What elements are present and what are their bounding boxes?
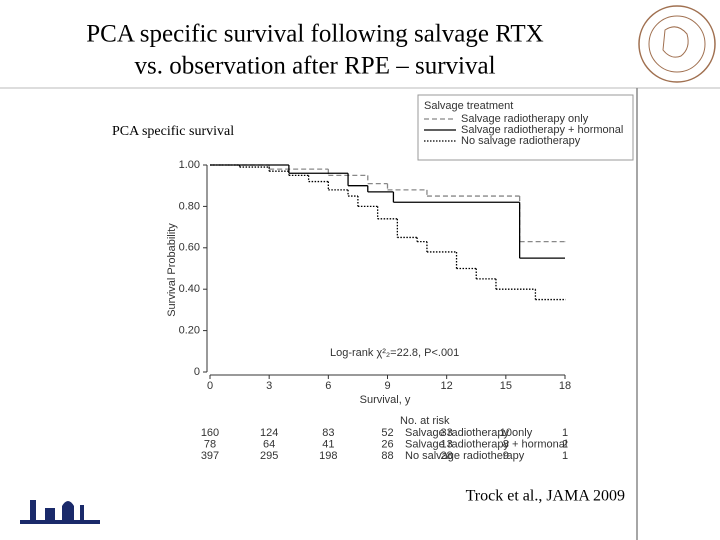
risk-count: 397 xyxy=(201,450,219,462)
chart-subtitle: PCA specific survival xyxy=(112,124,234,139)
risk-count: 33 xyxy=(441,427,453,439)
risk-count: 41 xyxy=(322,438,334,450)
y-axis-label: Survival Probability xyxy=(166,223,178,317)
risk-count: 1 xyxy=(562,427,568,439)
legend-box xyxy=(417,94,634,161)
risk-count: 124 xyxy=(260,427,278,439)
risk-count: 83 xyxy=(322,427,334,439)
x-tick-label: 0 xyxy=(207,380,213,392)
title-line: PCA specific survival following salvage … xyxy=(86,21,543,48)
annotation: Log-rank χ²₂=22.8, P<.001 xyxy=(330,347,459,359)
y-tick-label: 0.60 xyxy=(179,242,200,254)
y-tick-label: 0.20 xyxy=(179,325,200,337)
legend-label: No salvage radiotherapy xyxy=(461,135,581,147)
risk-count: 160 xyxy=(201,427,219,439)
risk-count: 26 xyxy=(381,438,393,450)
risk-count: 198 xyxy=(319,450,337,462)
title-line: vs. observation after RPE – survival xyxy=(134,53,495,80)
legend-title: Salvage treatment xyxy=(424,100,513,112)
logo xyxy=(638,5,716,83)
x-tick-label: 12 xyxy=(441,380,453,392)
city-logo xyxy=(20,500,100,524)
risk-count: 78 xyxy=(204,438,216,450)
source: Trock et al., JAMA 2009 xyxy=(466,488,625,505)
x-axis-label: Survival, y xyxy=(360,394,411,406)
risk-count: 10 xyxy=(500,427,512,439)
y-tick-label: 0 xyxy=(194,366,200,378)
risk-title: No. at risk xyxy=(400,415,450,427)
x-tick-label: 3 xyxy=(266,380,272,392)
risk-count: 2 xyxy=(562,438,568,450)
risk-row-name: Salvage radiotherapy + hormonal xyxy=(405,438,567,450)
x-tick-label: 18 xyxy=(559,380,571,392)
risk-count: 1 xyxy=(562,450,568,462)
legend-label: Salvage radiotherapy only xyxy=(461,113,589,125)
risk-count: 52 xyxy=(381,427,393,439)
x-tick-label: 15 xyxy=(500,380,512,392)
risk-row-name: Salvage radiotherapy only xyxy=(405,427,533,439)
risk-count: 88 xyxy=(381,450,393,462)
risk-count: 64 xyxy=(263,438,275,450)
risk-row-name: No salvage radiotherapy xyxy=(405,450,525,462)
y-tick-label: 0.40 xyxy=(179,283,200,295)
risk-count: 9 xyxy=(503,450,509,462)
x-tick-label: 6 xyxy=(325,380,331,392)
y-tick-label: 0.80 xyxy=(179,200,200,212)
risk-count: 13 xyxy=(441,438,453,450)
y-tick-label: 1.00 xyxy=(179,159,200,171)
legend-label: Salvage radiotherapy + hormonal xyxy=(461,124,623,136)
risk-count: 8 xyxy=(503,438,509,450)
risk-count: 28 xyxy=(441,450,453,462)
x-tick-label: 9 xyxy=(384,380,390,392)
risk-count: 295 xyxy=(260,450,278,462)
